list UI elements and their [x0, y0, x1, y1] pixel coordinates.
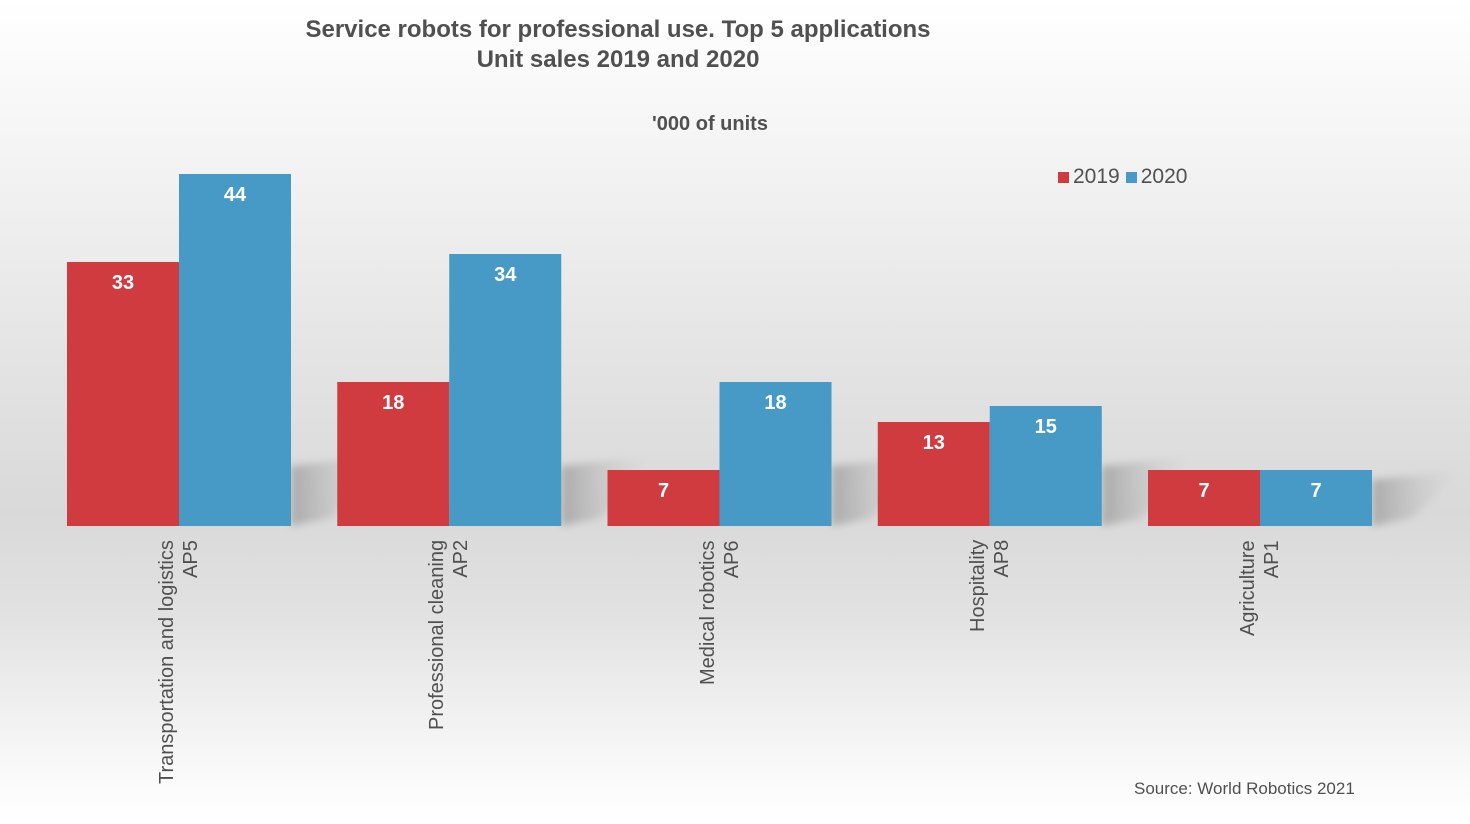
bar-shadow	[1372, 470, 1462, 526]
category-code: AP1	[1261, 540, 1283, 579]
category-name: Transportation and logistics	[156, 540, 178, 784]
data-label-2020-AP5: 44	[224, 184, 247, 206]
bar-2020-AP2	[449, 254, 562, 526]
data-label-2020-AP6: 18	[764, 392, 786, 414]
category-code: AP6	[720, 540, 743, 579]
bar-2019-AP2	[337, 382, 450, 526]
data-label-2020-AP8: 15	[1035, 416, 1057, 438]
category-code: AP2	[450, 539, 473, 578]
category-code: AP8	[990, 539, 1013, 578]
category-label-AP1: Agriculture AP1	[1236, 540, 1284, 636]
category-label-AP6: Medical robotics AP6	[696, 540, 744, 685]
bar-2019-AP5	[67, 262, 179, 526]
category-label-AP8: Hospitality AP8	[966, 540, 1014, 632]
category-name: Professional cleaning	[426, 539, 449, 730]
category-label-AP2: Professional cleaning AP2	[425, 540, 473, 730]
unit-label: '000 of units	[652, 113, 768, 135]
data-label-2020-AP2: 34	[494, 264, 517, 286]
legend-label-2019: 2019	[1073, 165, 1120, 188]
legend: 2019 2020	[1058, 165, 1193, 189]
data-label-2019-AP6: 7	[658, 480, 669, 502]
legend-swatch-2019	[1058, 171, 1069, 183]
chart-subtitle: Unit sales 2019 and 2020	[476, 46, 760, 73]
data-label-2019-AP2: 18	[382, 392, 404, 414]
bar-2020-AP5	[179, 174, 291, 526]
legend-label-2020: 2020	[1140, 165, 1188, 188]
bar-2020-AP8	[989, 406, 1102, 526]
legend-item-2019: 2019	[1058, 165, 1120, 189]
source-note: Source: World Robotics 2021	[1134, 779, 1355, 798]
bar-2019-AP8	[877, 422, 990, 526]
data-label-2020-AP1: 7	[1310, 480, 1321, 502]
category-label-AP5: Transportation and logistics AP5	[155, 540, 203, 784]
bar-2019-AP1	[1148, 470, 1260, 526]
chart-title: Service robots for professional use. Top…	[305, 16, 931, 43]
bar-2020-AP1	[1260, 470, 1372, 526]
category-code: AP5	[180, 540, 202, 578]
category-name: Hospitality	[966, 539, 989, 632]
category-name: Medical robotics	[696, 540, 719, 685]
data-label-2019-AP1: 7	[1198, 480, 1209, 502]
data-label-2019-AP8: 13	[923, 432, 945, 454]
legend-item-2020: 2020	[1125, 165, 1188, 189]
legend-swatch-2020	[1125, 171, 1137, 183]
data-label-2019-AP5: 33	[112, 272, 134, 294]
bar-2019-AP6	[607, 470, 720, 526]
category-name: Agriculture	[1237, 540, 1259, 636]
bar-2020-AP6	[719, 382, 832, 526]
